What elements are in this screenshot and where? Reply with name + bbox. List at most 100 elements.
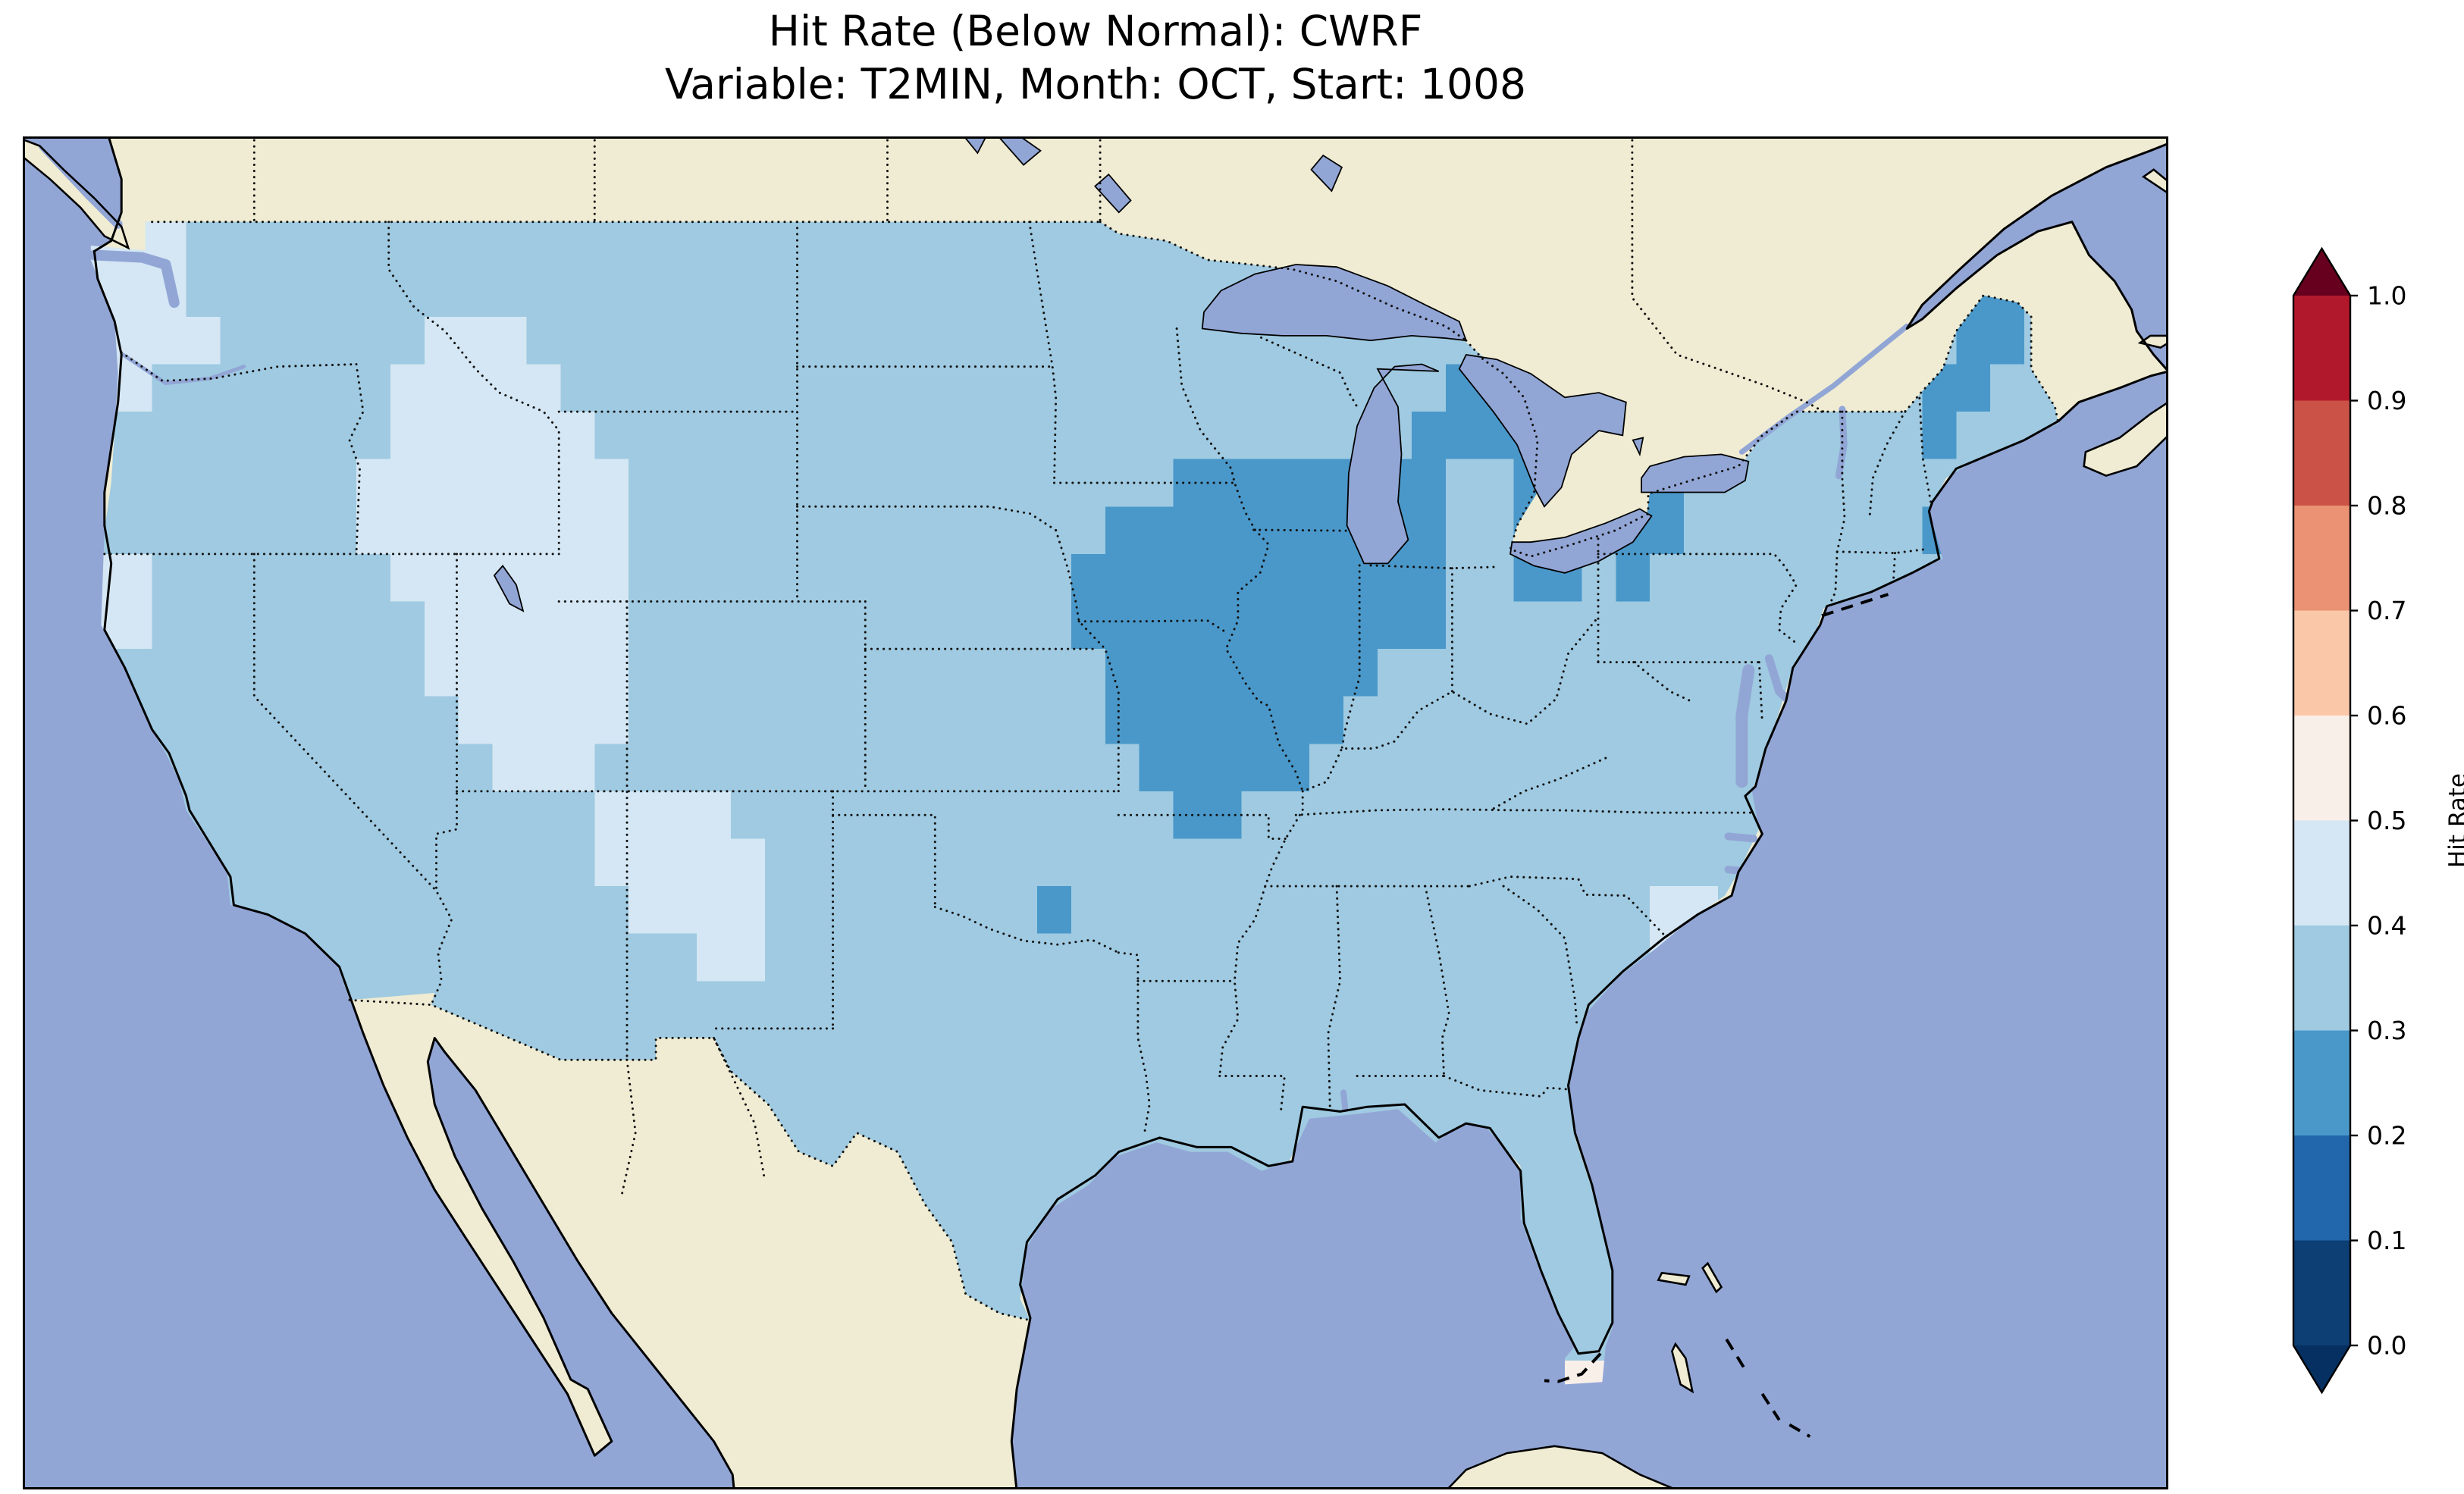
grid-cell: [458, 221, 494, 270]
grid-cell: [764, 649, 800, 697]
grid-cell: [152, 601, 187, 650]
grid-cell: [1479, 459, 1515, 507]
grid-cell: [1105, 791, 1140, 840]
grid-cell: [867, 981, 901, 1029]
colorbar-tick-label: 0.5: [2367, 806, 2406, 835]
colorbar-ticks: 1.0 0.9 0.8 0.7 0.6 0.5 0.4 0.3 0.2 0.1 0.0: [2350, 281, 2406, 1361]
grid-cell: [594, 886, 629, 935]
grid-cell: [492, 981, 528, 1029]
grid-cell: [1003, 1170, 1038, 1219]
grid-cell: [1582, 696, 1616, 744]
grid-cell: [424, 364, 459, 412]
grid-cell: [1037, 506, 1072, 555]
grid-cell: [390, 791, 425, 840]
grid-cell: [1207, 1028, 1242, 1077]
grid-cell: [526, 459, 561, 507]
grid-cell: [1275, 1076, 1310, 1124]
grid-cell: [1275, 649, 1310, 697]
grid-cell: [969, 791, 1004, 840]
grid-cell: [118, 459, 153, 507]
grid-cell: [1139, 744, 1174, 792]
grid-cell: [1309, 1028, 1344, 1077]
grid-cell: [1513, 791, 1549, 840]
grid-cell: [697, 364, 732, 412]
grid-cell: [492, 838, 528, 887]
grid-cell: [1241, 1028, 1276, 1077]
grid-cell: [663, 649, 698, 697]
grid-cell: [697, 696, 732, 744]
grid-cell: [764, 316, 800, 365]
grid-cell: [1718, 506, 1753, 555]
grid-cell: [118, 601, 153, 650]
grid-cell: [1956, 364, 1991, 412]
grid-cell: [1105, 838, 1140, 887]
grid-cell: [186, 601, 221, 650]
grid-cell: [254, 601, 289, 650]
grid-cell: [1445, 506, 1481, 555]
grid-cell: [730, 459, 766, 507]
grid-cell: [1445, 412, 1481, 460]
grid-cell: [969, 1123, 1004, 1172]
colorbar-under-arrow: [2293, 1345, 2350, 1392]
grid-cell: [969, 1076, 1004, 1124]
grid-cell: [424, 221, 459, 270]
grid-cell: [663, 933, 698, 982]
grid-cell: [322, 269, 357, 318]
grid-cell: [424, 506, 459, 555]
grid-cell: [1547, 744, 1582, 792]
grid-cell: [288, 744, 323, 792]
grid-cell: [1037, 601, 1072, 650]
grid-cell: [1275, 412, 1310, 460]
grid-cell: [1445, 601, 1481, 650]
grid-cell: [594, 459, 629, 507]
grid-cell: [492, 269, 528, 318]
grid-cell: [1037, 1028, 1072, 1077]
grid-cell: [1309, 696, 1344, 744]
grid-cell: [1037, 838, 1072, 887]
grid-cell: [901, 221, 936, 270]
grid-cell: [288, 838, 323, 887]
grid-cell: [1650, 744, 1685, 792]
grid-cell: [1173, 649, 1208, 697]
grid-cell: [663, 316, 698, 365]
grid-cell: [901, 459, 936, 507]
grid-cell: [1343, 838, 1378, 887]
grid-cell: [356, 649, 391, 697]
grid-cell: [458, 459, 494, 507]
grid-cell: [1547, 696, 1582, 744]
grid-cell: [594, 316, 629, 365]
grid-cell: [288, 316, 323, 365]
grid-cell: [526, 221, 561, 270]
grid-cell: [1378, 838, 1412, 887]
grid-cell: [1547, 601, 1582, 650]
grid-cell: [1547, 838, 1582, 887]
grid-cell: [1990, 316, 2025, 365]
grid-cell: [697, 791, 732, 840]
grid-cell: [1479, 506, 1515, 555]
grid-cell: [1309, 601, 1344, 650]
grid-cell: [867, 601, 901, 650]
grid-cell: [969, 744, 1004, 792]
grid-cell: [935, 1170, 970, 1219]
grid-cell: [1003, 1123, 1038, 1172]
grid-cell: [526, 981, 561, 1029]
grid-cell: [798, 221, 834, 270]
grid-cell: [594, 553, 629, 603]
grid-cell: [492, 412, 528, 460]
grid-cell: [1275, 744, 1310, 792]
grid-cell: [560, 459, 595, 507]
grid-cell: [798, 459, 834, 507]
grid-cell: [1582, 1265, 1616, 1314]
grid-cell: [1751, 506, 1787, 555]
grid-cell: [458, 791, 494, 840]
grid-cell: [764, 459, 800, 507]
grid-cell: [1616, 744, 1651, 792]
grid-cell: [629, 981, 663, 1029]
grid-cell: [356, 412, 391, 460]
grid-cell: [1071, 459, 1106, 507]
colorbar-bin: [2293, 1240, 2350, 1346]
grid-cell: [118, 506, 153, 555]
grid-cell: [1003, 316, 1038, 365]
grid-cell: [935, 601, 970, 650]
grid-cell: [730, 696, 766, 744]
